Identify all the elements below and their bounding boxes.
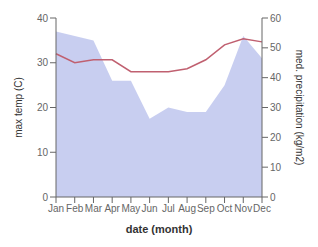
svg-text:Feb: Feb [66,203,84,214]
svg-text:10: 10 [270,162,282,173]
svg-text:10: 10 [37,147,49,158]
svg-text:60: 60 [270,13,282,24]
svg-text:Jan: Jan [48,203,64,214]
svg-text:Nov: Nov [234,203,252,214]
svg-text:0: 0 [270,192,276,203]
svg-text:20: 20 [270,132,282,143]
svg-text:Jun: Jun [142,203,158,214]
svg-text:Oct: Oct [217,203,233,214]
svg-text:date (month): date (month) [126,223,193,235]
svg-text:30: 30 [37,57,49,68]
svg-text:May: May [121,203,140,214]
svg-text:20: 20 [37,102,49,113]
svg-text:max temp (C): max temp (C) [13,77,24,138]
svg-text:40: 40 [270,72,282,83]
svg-text:50: 50 [270,42,282,53]
svg-text:40: 40 [37,13,49,24]
svg-text:Dec: Dec [253,203,271,214]
svg-text:30: 30 [270,102,282,113]
svg-text:Sep: Sep [197,203,215,214]
svg-text:Aug: Aug [178,203,196,214]
svg-text:med. precipitation (kg/m2): med. precipitation (kg/m2) [294,50,305,166]
svg-text:0: 0 [42,192,48,203]
svg-text:Jul: Jul [162,203,175,214]
svg-text:Mar: Mar [85,203,103,214]
svg-text:Apr: Apr [104,203,120,214]
